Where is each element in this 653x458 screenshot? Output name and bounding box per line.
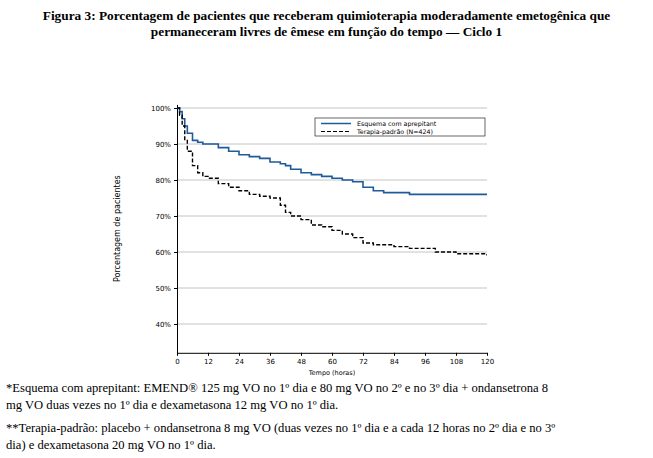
y-tick-mark — [174, 288, 177, 289]
title: Figura 3: Porcentagem de pacientes que r… — [43, 8, 611, 23]
x-tick-mark — [363, 353, 364, 356]
y-tick: 70% — [155, 213, 177, 221]
x-tick: 84 — [390, 353, 399, 366]
x-tick: 36 — [266, 353, 275, 366]
y-tick-mark — [174, 180, 177, 181]
x-tick-label: 12 — [204, 358, 213, 366]
x-tick-label: 72 — [359, 358, 368, 366]
x-tick-label: 96 — [421, 358, 430, 366]
legend-swatch — [321, 123, 351, 125]
legend: Esquema com aprepitantTerapia-padrão (N=… — [315, 118, 485, 136]
x-tick-mark — [208, 353, 209, 356]
x-tick-mark — [394, 353, 395, 356]
x-tick-label: 36 — [266, 358, 275, 366]
title: permaneceram livres de êmese em função d… — [151, 24, 502, 39]
y-tick-label: 40% — [155, 321, 171, 329]
x-tick-mark — [301, 353, 302, 356]
y-tick-mark — [174, 144, 177, 145]
legend-label: Esquema com aprepitant — [357, 120, 437, 128]
y-tick-label: 100% — [151, 105, 171, 113]
y-tick-mark — [174, 108, 177, 109]
x-tick-mark — [456, 353, 457, 356]
x-tick-label: 120 — [481, 358, 494, 366]
series-line — [177, 108, 487, 194]
grid-line — [177, 180, 487, 181]
x-tick: 72 — [359, 353, 368, 366]
y-tick: 80% — [155, 177, 177, 185]
legend-label: Terapia-padrão (N=424) — [356, 128, 433, 136]
y-tick-label: 60% — [155, 249, 171, 257]
x-tick-mark — [177, 353, 178, 356]
grid-line — [177, 324, 487, 325]
x-tick-mark — [332, 353, 333, 356]
y-tick-label: 50% — [155, 285, 171, 293]
x-axis-title: Tempo (horas) — [308, 369, 356, 377]
legend-swatch — [321, 131, 351, 132]
y-tick: 100% — [151, 105, 177, 113]
plot-area — [177, 108, 487, 256]
x-tick: 24 — [235, 353, 244, 366]
x-tick-label: 0 — [175, 358, 179, 366]
x-tick: 96 — [421, 353, 430, 366]
y-tick-mark — [174, 324, 177, 325]
x-tick-label: 108 — [450, 358, 463, 366]
y-tick-label: 80% — [155, 177, 171, 185]
footnote: **Terapia-padrão: placebo + ondansetrona… — [6, 421, 555, 435]
y-tick: 90% — [155, 141, 177, 149]
y-tick: 60% — [155, 249, 177, 257]
chart: Figura 3: Porcentagem de pacientes que r… — [0, 0, 653, 458]
grid-line — [177, 252, 487, 253]
y-axis: 40% 50% 60% 70% 80% 90% 100% — [151, 105, 178, 354]
y-tick-label: 70% — [155, 213, 171, 221]
y-axis-line — [177, 105, 178, 353]
x-tick-mark — [270, 353, 271, 356]
x-tick: 60 — [328, 353, 337, 366]
x-tick-label: 84 — [390, 358, 399, 366]
x-axis: 0 12 24 36 48 60 72 84 96 108 120 — [175, 353, 494, 366]
grid-line — [177, 216, 487, 217]
y-axis-title: Porcentagem de pacientes — [113, 175, 122, 282]
y-tick: 50% — [155, 285, 177, 293]
x-tick: 108 — [450, 353, 463, 366]
grid-line — [177, 144, 487, 145]
x-tick: 12 — [204, 353, 213, 366]
x-tick-mark — [239, 353, 240, 356]
y-tick-mark — [174, 216, 177, 217]
x-tick-label: 60 — [328, 358, 337, 366]
footnote: *Esquema com aprepitant: EMEND® 125 mg V… — [6, 381, 548, 395]
series-line — [177, 108, 487, 256]
y-tick-label: 90% — [155, 141, 171, 149]
footnote: dia) e dexametasona 20 mg VO no 1º dia. — [6, 438, 216, 452]
x-tick-label: 24 — [235, 358, 244, 366]
x-tick: 48 — [297, 353, 306, 366]
y-tick: 40% — [155, 321, 177, 329]
x-tick: 120 — [481, 353, 494, 366]
x-tick-mark — [425, 353, 426, 356]
x-tick-label: 48 — [297, 358, 306, 366]
grid — [177, 108, 487, 324]
grid-line — [177, 108, 487, 109]
legend-box — [315, 118, 485, 136]
y-tick-mark — [174, 252, 177, 253]
x-tick-mark — [487, 353, 488, 356]
footnote: mg VO duas vezes no 1º dia e dexametason… — [6, 398, 338, 412]
grid-line — [177, 288, 487, 289]
x-tick: 0 — [175, 353, 179, 366]
